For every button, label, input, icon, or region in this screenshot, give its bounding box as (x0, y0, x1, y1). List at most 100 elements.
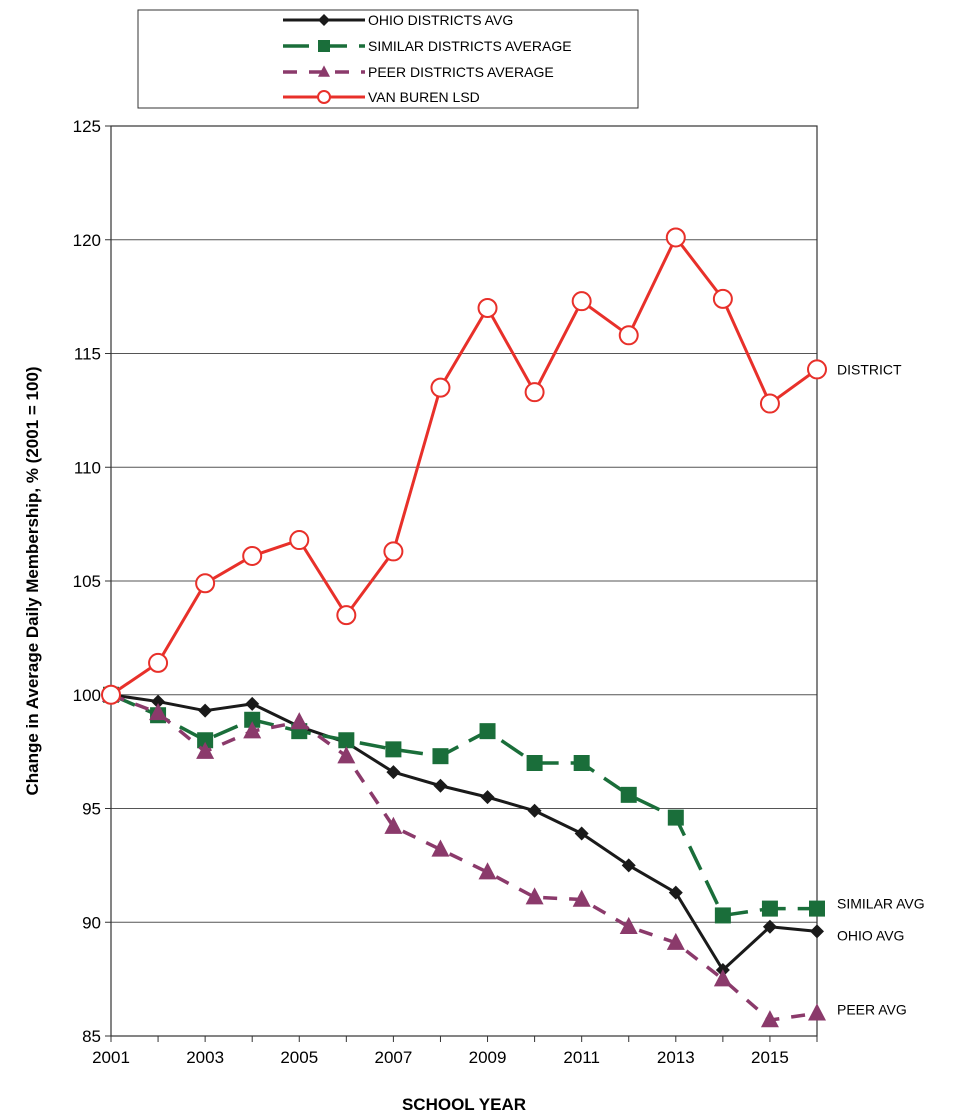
data-point (337, 746, 356, 764)
data-point (148, 652, 169, 673)
data-point (149, 703, 168, 721)
x-tick-label: 2001 (92, 1048, 130, 1067)
data-point (244, 711, 261, 728)
x-tick-label: 2007 (374, 1048, 412, 1067)
data-point (433, 778, 448, 793)
series-line (110, 235, 818, 696)
x-axis-ticks: 2001 2003 2005 2007 2009 2011 2013 2015 (92, 1036, 818, 1067)
series-lines (101, 227, 827, 1028)
data-point (809, 900, 825, 917)
x-tick-label: 2013 (657, 1048, 695, 1067)
data-point (383, 541, 404, 562)
data-point (101, 684, 121, 705)
data-point (195, 573, 216, 594)
data-point (197, 732, 214, 749)
data-point (198, 703, 213, 718)
data-point (338, 732, 355, 749)
data-point (385, 741, 402, 758)
data-point (762, 919, 777, 934)
data-point (245, 696, 260, 711)
legend-item: OHIO DISTRICTS AVG (283, 12, 513, 28)
data-point (571, 291, 592, 312)
data-point (712, 288, 733, 309)
series-0 (104, 687, 824, 978)
y-axis-title: Change in Average Daily Membership, % (2… (23, 366, 42, 795)
series-3 (101, 227, 827, 705)
y-tick-label: 115 (74, 345, 101, 364)
y-tick-label: 120 (73, 231, 101, 250)
series-line (110, 693, 817, 918)
legend-swatch-marker (318, 14, 330, 26)
data-point (431, 839, 450, 857)
series-2 (102, 684, 826, 1028)
data-point (667, 809, 684, 826)
x-tick-label: 2005 (280, 1048, 318, 1067)
data-point (242, 545, 263, 566)
data-point (477, 298, 498, 318)
data-point (759, 393, 780, 414)
legend: OHIO DISTRICTS AVG SIMILAR DISTRICTS AVER… (283, 12, 572, 105)
series-end-label: DISTRICT (837, 361, 902, 377)
data-point (289, 530, 310, 551)
series-line (110, 693, 818, 1022)
legend-item: SIMILAR DISTRICTS AVERAGE (283, 38, 572, 54)
data-point (336, 605, 357, 626)
data-point (527, 803, 542, 818)
series-line (110, 693, 818, 972)
data-point (619, 916, 638, 934)
series-end-labels: OHIO AVG SIMILAR AVG PEER AVG DISTRICT (837, 361, 925, 1017)
data-point (808, 1003, 826, 1021)
y-tick-label: 95 (82, 800, 101, 819)
legend-label: OHIO DISTRICTS AVG (368, 12, 513, 28)
legend-item: PEER DISTRICTS AVERAGE (283, 64, 554, 80)
y-tick-label: 100 (73, 686, 101, 705)
data-point (574, 826, 589, 841)
x-tick-label: 2003 (186, 1048, 224, 1067)
data-point (525, 887, 544, 905)
legend-item: VAN BUREN LSD (283, 89, 480, 105)
series-end-label: OHIO AVG (837, 927, 904, 943)
data-point (666, 932, 685, 950)
data-point (386, 765, 401, 780)
legend-label: SIMILAR DISTRICTS AVERAGE (368, 38, 572, 54)
data-point (384, 816, 403, 834)
data-point (573, 755, 590, 771)
y-tick-label: 105 (73, 572, 101, 591)
series-end-label: PEER AVG (837, 1001, 907, 1017)
data-point (618, 325, 639, 346)
data-point (478, 862, 497, 880)
legend-swatch-marker (318, 40, 330, 52)
data-point (524, 382, 545, 403)
y-tick-label: 125 (73, 117, 101, 136)
data-point (760, 1010, 779, 1028)
data-point (243, 721, 262, 739)
legend-label: VAN BUREN LSD (368, 89, 480, 105)
x-tick-label: 2015 (751, 1048, 789, 1067)
legend-swatch-marker (317, 90, 331, 104)
data-point (621, 858, 636, 873)
data-point (290, 712, 309, 730)
x-tick-label: 2009 (469, 1048, 507, 1067)
data-point (714, 907, 731, 924)
x-axis-title: SCHOOL YEAR (402, 1095, 526, 1114)
data-point (665, 227, 686, 248)
data-point (572, 889, 591, 907)
legend-swatch-marker (318, 65, 330, 77)
x-tick-label: 2011 (563, 1048, 600, 1067)
legend-label: PEER DISTRICTS AVERAGE (368, 64, 554, 80)
data-point (432, 748, 449, 765)
series-end-label: SIMILAR AVG (837, 896, 925, 912)
data-point (620, 786, 637, 803)
data-point (479, 723, 496, 740)
data-point (480, 790, 495, 805)
legend-box (137, 9, 639, 109)
series-1 (103, 686, 825, 924)
grid-lines (111, 239, 817, 923)
data-point (526, 755, 543, 771)
data-point (761, 900, 778, 917)
data-point (713, 969, 732, 987)
data-point (151, 694, 166, 709)
data-point (668, 885, 683, 900)
data-point (810, 924, 824, 939)
